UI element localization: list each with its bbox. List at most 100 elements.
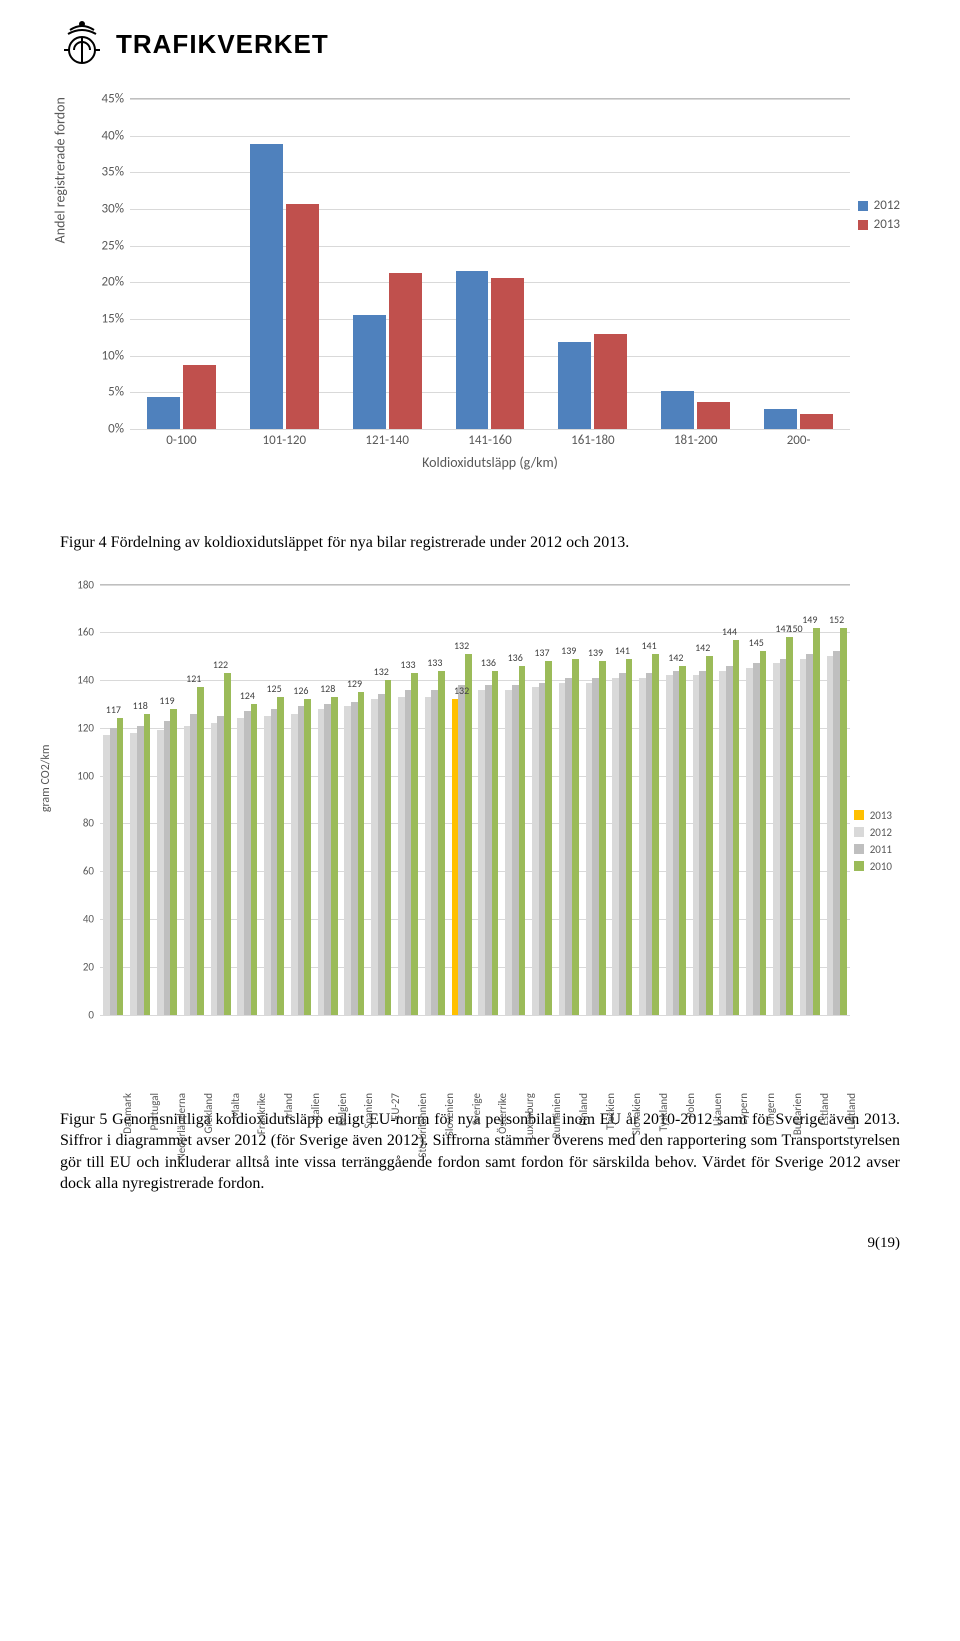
chart1-ytick: 15% — [102, 312, 130, 327]
chart2-legend-item: 2013 — [854, 809, 892, 822]
chart2-bar — [733, 640, 740, 1015]
chart2-data-label: 133 — [400, 658, 415, 671]
chart2-bar — [344, 706, 351, 1014]
chart2-bar — [532, 687, 539, 1014]
header-logo: TRAFIKVERKET — [60, 20, 900, 68]
chart1-xtick: 181-200 — [644, 429, 747, 448]
chart1-xtick: 121-140 — [336, 429, 439, 448]
chart2-bar-group — [636, 654, 663, 1015]
chart1-xtick: 141-160 — [439, 429, 542, 448]
chart2-data-label: 122 — [213, 658, 228, 671]
chart2-ytick: 160 — [77, 626, 100, 639]
chart2-legend-item: 2011 — [854, 843, 892, 856]
chart1-bar — [661, 391, 694, 429]
chart2-bar — [673, 671, 680, 1015]
chart2-bar — [425, 697, 432, 1015]
chart2-xtick: Nederländerna — [175, 1093, 188, 1173]
chart2-xtick: Finland — [577, 1093, 590, 1173]
chart1-bar-group — [336, 273, 439, 429]
chart2-xtick: Estland — [818, 1093, 831, 1173]
chart2-bar — [512, 685, 519, 1015]
chart2-data-label: 133 — [427, 656, 442, 669]
chart2-bar-group — [743, 651, 770, 1014]
chart1-bar-group — [130, 365, 233, 429]
chart2-bar — [706, 656, 713, 1014]
chart2-bar — [719, 671, 726, 1015]
chart2-data-label: 129 — [347, 677, 362, 690]
chart2-xtick: Litauen — [711, 1093, 724, 1173]
chart2-bar-group — [180, 687, 207, 1014]
chart2-bar — [144, 714, 151, 1015]
chart2-bar-group — [395, 673, 422, 1015]
chart2-bar-group — [127, 714, 154, 1015]
chart2-bar — [371, 699, 378, 1014]
chart2-bar — [110, 728, 117, 1015]
chart2-bar — [304, 699, 311, 1014]
chart1-xtick: 101-120 — [233, 429, 336, 448]
logo-text: TRAFIKVERKET — [116, 29, 329, 60]
chart2-bar — [184, 726, 191, 1015]
chart2-bar-group — [421, 671, 448, 1015]
chart2-bar-group — [475, 671, 502, 1015]
chart2-bar — [438, 671, 445, 1015]
chart1-ytick: 10% — [102, 348, 130, 363]
chart2-data-label: 132 — [454, 639, 469, 652]
chart2-bar — [753, 663, 760, 1014]
chart2-xtick: Österrike — [496, 1093, 509, 1173]
chart2-legend-item: 2010 — [854, 860, 892, 873]
chart2-bar — [760, 651, 767, 1014]
chart-eu-emissions: gram CO2/km 0204060801001201401601801171… — [60, 584, 850, 1095]
chart2-bar — [211, 723, 218, 1014]
chart2-ytick: 140 — [77, 674, 100, 687]
chart1-y-title: Andel registrerade fordon — [52, 97, 69, 243]
chart2-xtick: Frankrike — [255, 1093, 268, 1173]
chart2-bar-group — [582, 661, 609, 1015]
chart2-xtick: Belgien — [336, 1093, 349, 1173]
chart2-data-label: 142 — [668, 651, 683, 664]
chart2-bar-group — [207, 673, 234, 1015]
chart1-bar-group — [644, 391, 747, 429]
chart2-data-label: 141 — [615, 644, 630, 657]
chart2-bar — [137, 726, 144, 1015]
chart1-bar — [183, 365, 216, 429]
chart2-bar — [190, 714, 197, 1015]
chart2-xtick: Rumänien — [550, 1093, 563, 1173]
chart2-data-label: 132 — [374, 665, 389, 678]
chart2-bar — [217, 716, 224, 1015]
chart2-bar-group — [609, 659, 636, 1015]
chart1-bar — [147, 397, 180, 429]
chart2-bar — [117, 718, 124, 1014]
chart2-xtick: Bulgarien — [791, 1093, 804, 1173]
chart2-bar — [465, 654, 472, 1015]
chart2-bar — [458, 685, 465, 1015]
chart2-ytick: 100 — [77, 769, 100, 782]
chart2-bar — [197, 687, 204, 1014]
chart2-bar-group — [555, 659, 582, 1015]
chart2-bar — [666, 675, 673, 1014]
chart2-bar — [800, 659, 807, 1015]
chart2-bar — [398, 697, 405, 1015]
chart2-bar — [385, 680, 392, 1014]
chart2-bar-group — [154, 709, 181, 1015]
chart-co2-distribution: Andel registrerade fordon 0%5%10%15%20%2… — [80, 98, 850, 518]
chart2-xtick: Grekland — [202, 1093, 215, 1173]
chart2-data-label: 117 — [106, 703, 121, 716]
chart2-bar — [157, 730, 164, 1014]
chart2-bar-group — [368, 680, 395, 1014]
chart2-bar — [378, 694, 385, 1014]
chart2-bar — [693, 675, 700, 1014]
chart2-data-label: 142 — [695, 641, 710, 654]
chart2-bar-group — [716, 640, 743, 1015]
chart1-bar — [800, 414, 833, 429]
chart2-bar — [170, 709, 177, 1015]
chart2-bar — [780, 659, 787, 1015]
chart1-bar-group — [541, 334, 644, 429]
chart2-bar — [277, 697, 284, 1015]
chart2-data-label: 145 — [749, 636, 764, 649]
trafikverket-icon — [60, 20, 104, 68]
chart2-ytick: 120 — [77, 721, 100, 734]
chart1-legend-item: 2012 — [858, 198, 900, 213]
chart2-ytick: 60 — [83, 865, 100, 878]
chart2-bar-group — [796, 628, 823, 1015]
chart2-bar — [773, 663, 780, 1014]
